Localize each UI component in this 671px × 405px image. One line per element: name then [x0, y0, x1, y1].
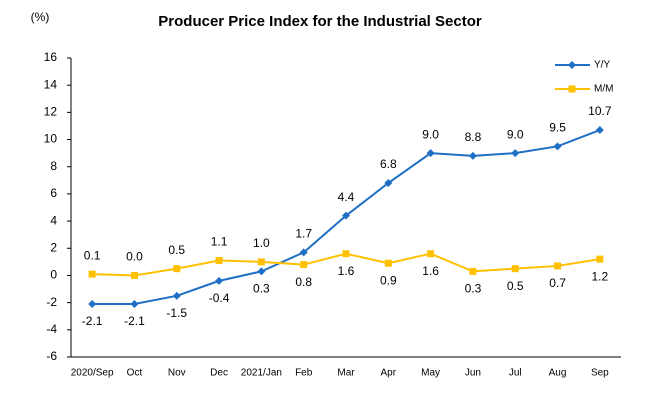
- data-point: [553, 142, 562, 151]
- data-point: [554, 262, 562, 270]
- data-point: [468, 151, 477, 160]
- data-label: 1.6: [338, 264, 355, 278]
- y-tick-label: 6: [50, 186, 57, 200]
- data-label: 9.5: [549, 121, 566, 135]
- y-tick-label: -6: [46, 349, 57, 363]
- data-label: 9.0: [507, 127, 524, 141]
- x-tick-label: Mar: [337, 368, 355, 379]
- data-point: [384, 179, 393, 188]
- data-label: 9.0: [422, 127, 439, 141]
- y-axis-label: (%): [31, 10, 50, 24]
- data-point: [469, 267, 477, 275]
- data-label: 10.7: [588, 104, 612, 118]
- data-label: 0.0: [126, 250, 143, 264]
- y-tick-label: 0: [50, 268, 57, 282]
- x-tick-label: Jun: [465, 368, 481, 379]
- y-tick-label: 16: [44, 50, 58, 64]
- data-label: -0.4: [209, 291, 230, 305]
- data-point: [427, 250, 435, 258]
- data-label: -2.1: [82, 314, 103, 328]
- x-tick-label: 2020/Sep: [71, 368, 114, 379]
- legend-label: M/M: [594, 84, 613, 95]
- x-tick-label: Nov: [168, 368, 186, 379]
- data-label: 0.3: [253, 282, 270, 296]
- x-tick-label: Aug: [549, 368, 567, 379]
- data-point: [300, 261, 308, 269]
- y-tick-label: 10: [44, 132, 58, 146]
- data-point: [88, 270, 96, 278]
- data-label: 0.3: [465, 282, 482, 296]
- x-tick-label: Feb: [295, 368, 313, 379]
- legend-marker: [568, 85, 576, 93]
- data-label: 8.8: [465, 130, 482, 144]
- y-tick-label: -4: [46, 322, 57, 336]
- data-point: [130, 271, 138, 279]
- data-label: 4.4: [338, 190, 355, 204]
- data-label: 0.8: [295, 275, 312, 289]
- data-point: [426, 149, 435, 158]
- data-label: -1.5: [166, 306, 187, 320]
- data-point: [215, 276, 224, 285]
- x-tick-label: Dec: [210, 368, 228, 379]
- y-tick-label: 12: [44, 105, 58, 119]
- x-tick-label: Oct: [127, 368, 143, 379]
- y-tick-label: 14: [44, 77, 58, 91]
- data-point: [342, 250, 350, 258]
- data-point: [172, 291, 181, 300]
- data-point: [595, 126, 604, 135]
- x-tick-label: 2021/Jan: [241, 368, 282, 379]
- data-label: 0.5: [507, 279, 524, 293]
- data-point: [342, 211, 350, 220]
- legend-marker: [568, 61, 576, 69]
- data-point: [596, 255, 604, 263]
- data-label: 0.5: [168, 243, 185, 257]
- data-label: 1.1: [211, 235, 228, 249]
- y-tick-label: 4: [50, 213, 57, 227]
- data-label: 1.0: [253, 236, 270, 250]
- data-label: 0.7: [549, 276, 566, 290]
- data-label: 0.9: [380, 273, 397, 287]
- data-point: [215, 257, 223, 265]
- data-point: [384, 259, 392, 267]
- data-label: 1.2: [592, 269, 609, 283]
- data-label: 0.1: [84, 248, 101, 262]
- data-point: [173, 265, 181, 273]
- data-point: [257, 267, 266, 276]
- data-point: [257, 258, 265, 266]
- data-label: 1.7: [295, 227, 312, 241]
- data-point: [299, 248, 308, 257]
- chart-title: Producer Price Index for the Industrial …: [158, 13, 482, 30]
- y-tick-label: 8: [50, 159, 57, 173]
- data-point: [130, 299, 139, 308]
- y-tick-label: -2: [46, 295, 57, 309]
- x-tick-label: Jul: [509, 368, 522, 379]
- data-label: 1.6: [422, 264, 439, 278]
- data-label: -2.1: [124, 314, 145, 328]
- y-tick-label: 2: [50, 240, 57, 254]
- data-point: [88, 299, 97, 308]
- legend-label: Y/Y: [594, 60, 610, 71]
- x-tick-label: Apr: [381, 368, 397, 379]
- x-tick-label: May: [421, 368, 440, 379]
- x-tick-label: Sep: [591, 368, 609, 379]
- data-label: 6.8: [380, 157, 397, 171]
- data-point: [511, 149, 520, 158]
- data-point: [511, 265, 519, 273]
